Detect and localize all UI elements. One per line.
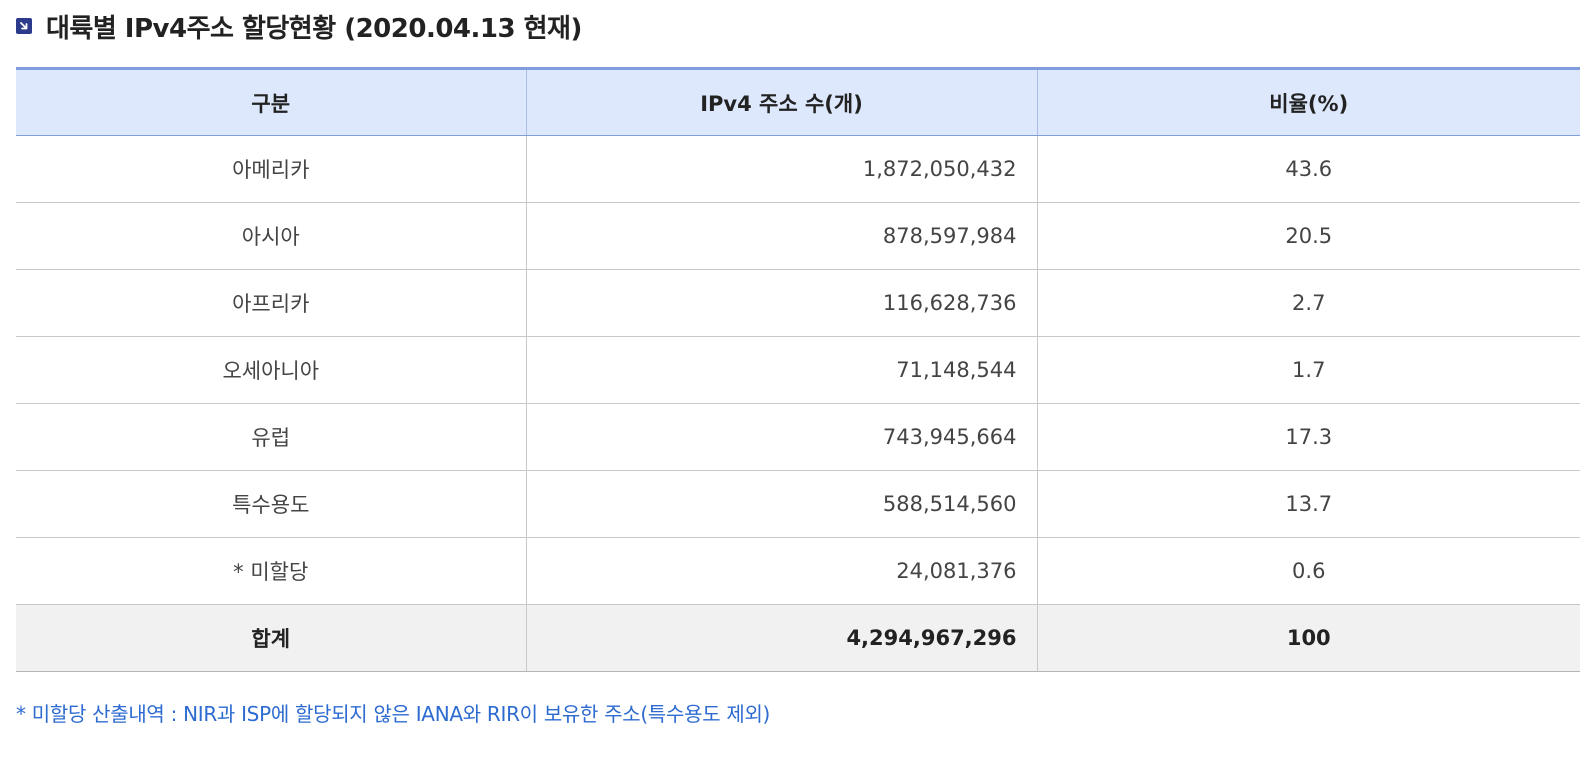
cell-region: 특수용도 <box>16 470 526 538</box>
footnote: * 미할당 산출내역 : NIR과 ISP에 할당되지 않은 IANA와 RIR… <box>16 702 771 726</box>
cell-region: 아프리카 <box>16 269 526 337</box>
page-title: 대륙별 IPv4주소 할당현황 (2020.04.13 현재) <box>46 13 582 44</box>
total-count: 4,294,967,296 <box>525 604 1037 672</box>
cell-count: 588,514,560 <box>525 470 1037 538</box>
ipv4-allocation-table: 구분 IPv4 주소 수(개) 비율(%) 아메리카 1,872,050,432… <box>16 67 1580 672</box>
cell-region: 아시아 <box>16 202 526 270</box>
cell-region: 유럽 <box>16 403 526 471</box>
cell-ratio: 43.6 <box>1036 135 1580 203</box>
header-ratio: 비율(%) <box>1036 68 1580 136</box>
table-row: 오세아니아 71,148,544 1.7 <box>16 336 1580 404</box>
table-row: 아프리카 116,628,736 2.7 <box>16 269 1580 337</box>
table-total-row: 합계 4,294,967,296 100 <box>16 604 1580 672</box>
total-ratio: 100 <box>1036 604 1580 672</box>
ipv4-allocation-table-container: 구분 IPv4 주소 수(개) 비율(%) 아메리카 1,872,050,432… <box>16 67 1580 672</box>
table-row: * 미할당 24,081,376 0.6 <box>16 537 1580 605</box>
cell-ratio: 17.3 <box>1036 403 1580 471</box>
cell-ratio: 1.7 <box>1036 336 1580 404</box>
arrow-down-right-icon <box>16 18 32 34</box>
cell-ratio: 0.6 <box>1036 537 1580 605</box>
cell-count: 1,872,050,432 <box>525 135 1037 203</box>
cell-count: 743,945,664 <box>525 403 1037 471</box>
total-label: 합계 <box>16 604 526 672</box>
table-row: 유럽 743,945,664 17.3 <box>16 403 1580 471</box>
header-region: 구분 <box>16 68 526 136</box>
cell-count: 24,081,376 <box>525 537 1037 605</box>
cell-count: 71,148,544 <box>525 336 1037 404</box>
table-row: 아시아 878,597,984 20.5 <box>16 202 1580 270</box>
section-title: 대륙별 IPv4주소 할당현황 (2020.04.13 현재) <box>16 6 582 46</box>
cell-count: 116,628,736 <box>525 269 1037 337</box>
cell-count: 878,597,984 <box>525 202 1037 270</box>
cell-ratio: 2.7 <box>1036 269 1580 337</box>
cell-ratio: 20.5 <box>1036 202 1580 270</box>
table-header-row: 구분 IPv4 주소 수(개) 비율(%) <box>16 68 1580 136</box>
cell-ratio: 13.7 <box>1036 470 1580 538</box>
table-row: 아메리카 1,872,050,432 43.6 <box>16 135 1580 203</box>
header-count: IPv4 주소 수(개) <box>525 68 1037 136</box>
table-row: 특수용도 588,514,560 13.7 <box>16 470 1580 538</box>
cell-region: 오세아니아 <box>16 336 526 404</box>
cell-region: 아메리카 <box>16 135 526 203</box>
cell-region: * 미할당 <box>16 537 526 605</box>
